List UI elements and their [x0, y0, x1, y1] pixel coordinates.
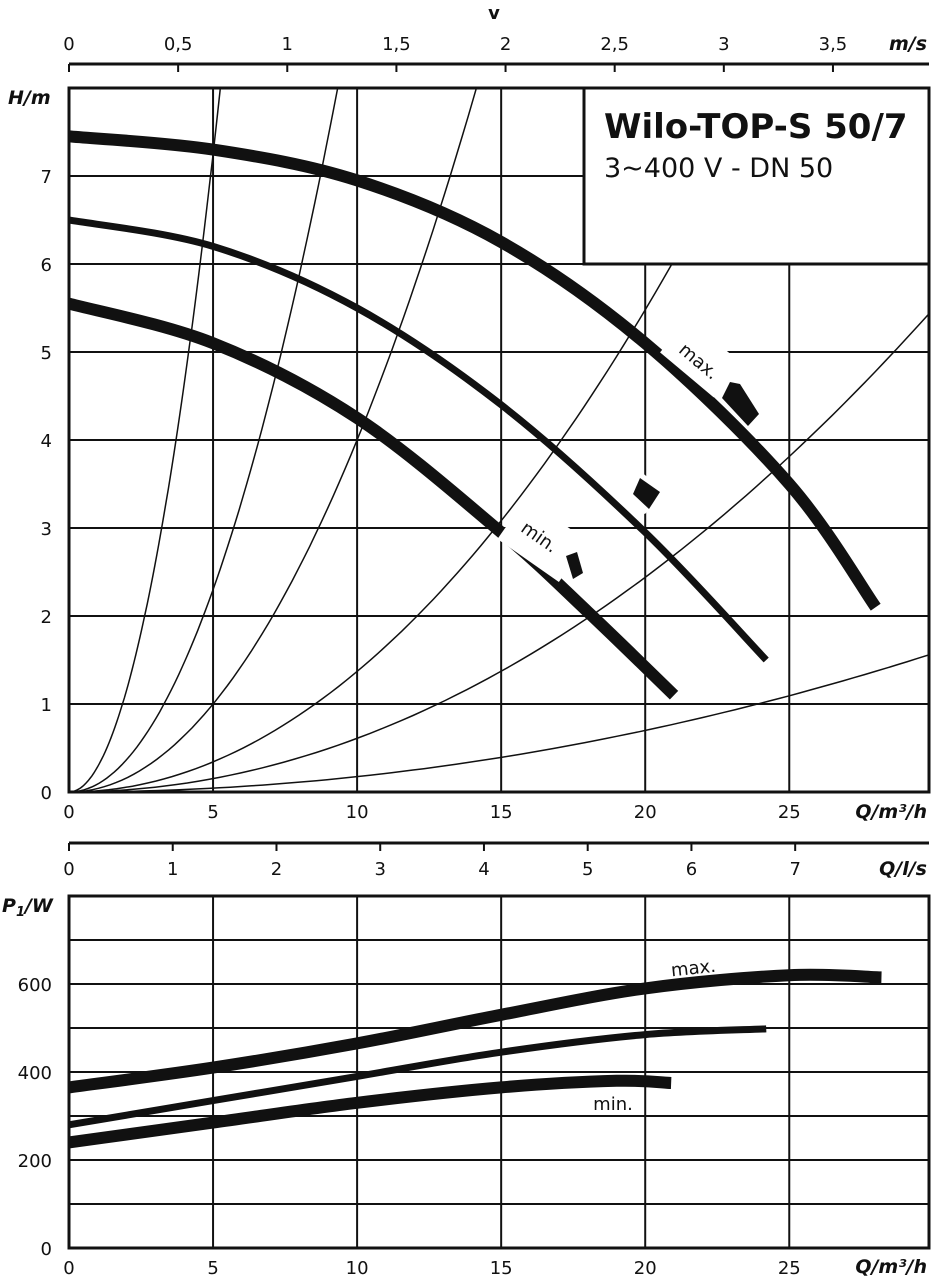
power-curve-max [69, 968, 882, 1094]
velocity-tick-label: 0 [63, 34, 74, 55]
head-x-tick-label: 0 [63, 802, 74, 823]
operating-marker-min [566, 552, 583, 579]
power-frame [67, 894, 931, 1250]
head-x-tick-label: 15 [490, 802, 513, 823]
head-y-tick-label: 4 [41, 431, 52, 452]
power-y-tick-label: 600 [18, 975, 52, 996]
flow-ls-tick-label: 2 [271, 859, 282, 880]
system-curve [69, 88, 478, 792]
head-plot-area [69, 88, 929, 792]
power-plot-area [69, 968, 882, 1149]
flow-ls-tick-label: 1 [167, 859, 178, 880]
flow-ls-tick-label: 6 [686, 859, 697, 880]
velocity-tick-label: 0,5 [164, 34, 193, 55]
flow-ls-tick-label: 3 [374, 859, 385, 880]
power-curve-min [69, 1074, 672, 1149]
head-y-tick-label: 7 [41, 167, 52, 188]
power-x-axis-label: Q/m³/h [855, 1256, 927, 1278]
legend-box-frame [582, 86, 931, 266]
system-curve [69, 208, 704, 792]
head-curve-max [69, 130, 881, 611]
head-chart: H/m Q/m³/h 0 5 10 15 20 25 0 1 2 3 4 5 6 7 Wilo-TOP-S… [8, 86, 931, 823]
system-curve [69, 88, 222, 792]
velocity-tick-label: 3,5 [819, 34, 848, 55]
head-x-tick-label: 25 [778, 802, 801, 823]
power-curve-mid [69, 1025, 767, 1129]
operating-marker-mid [633, 478, 660, 509]
power-x-tick-label: 10 [346, 1258, 369, 1279]
flow-ls-unit-label: Q/l/s [879, 858, 927, 880]
label-background [660, 318, 742, 398]
head-y-tick-label: 6 [41, 255, 52, 276]
flow-ls-tick-label: 7 [789, 859, 800, 880]
head-y-tick-label: 2 [41, 607, 52, 628]
head-x-tick-label: 5 [207, 802, 218, 823]
flow-ls-axis: Q/l/s 0 1 2 3 4 5 6 7 [63, 841, 929, 880]
velocity-tick-label: 2,5 [600, 34, 629, 55]
head-x-axis-label: Q/m³/h [855, 801, 927, 823]
head-curve-min [69, 297, 679, 700]
power-x-tick-label: 15 [490, 1258, 513, 1279]
flow-ls-tick-label: 4 [478, 859, 489, 880]
head-x-tick-label: 20 [634, 802, 657, 823]
power-x-tick-label: 0 [63, 1258, 74, 1279]
system-curve [69, 654, 929, 792]
power-chart: P1/W Q/m³/h 0 5 10 15 20 25 0 200 400 600 max. min. [2, 894, 931, 1279]
velocity-tick-label: 1 [282, 34, 293, 55]
flow-ls-tick-label: 5 [582, 859, 593, 880]
power-x-tick-label: 25 [778, 1258, 801, 1279]
head-y-tick-label: 1 [41, 695, 52, 716]
head-y-tick-label: 0 [41, 783, 52, 804]
velocity-axis: v m/s 0 0,5 1 1,5 2 2,5 3 3,5 [63, 3, 929, 72]
system-curve [69, 313, 929, 792]
chart-subtitle: 3~400 V - DN 50 [604, 153, 833, 184]
power-x-tick-label: 20 [634, 1258, 657, 1279]
head-frame [67, 86, 931, 794]
power-grid [69, 896, 929, 1248]
velocity-unit-label: m/s [889, 33, 927, 55]
operating-marker-max [722, 382, 759, 426]
head-y-axis-label: H/m [8, 87, 51, 109]
velocity-tick-label: 1,5 [382, 34, 411, 55]
velocity-tick-label: 3 [718, 34, 729, 55]
velocity-axis-symbol: v [488, 3, 500, 24]
head-y-tick-label: 3 [41, 519, 52, 540]
power-x-tick-label: 5 [207, 1258, 218, 1279]
head-y-tick-label: 5 [41, 343, 52, 364]
power-y-axis-label: P1/W [2, 895, 54, 920]
power-label-min: min. [593, 1094, 633, 1115]
legend-box: Wilo-TOP-S 50/7 3~400 V - DN 50 [582, 86, 931, 266]
power-y-tick-label: 400 [18, 1063, 52, 1084]
chart-title: Wilo-TOP-S 50/7 [604, 107, 908, 147]
flow-ls-tick-label: 0 [63, 859, 74, 880]
velocity-tick-label: 2 [500, 34, 511, 55]
label-background [497, 498, 588, 582]
power-y-tick-label: 200 [18, 1151, 52, 1172]
head-x-tick-label: 10 [346, 802, 369, 823]
head-curve-mid [69, 216, 769, 663]
power-label-max: max. [670, 956, 717, 982]
power-y-tick-label: 0 [41, 1239, 52, 1260]
